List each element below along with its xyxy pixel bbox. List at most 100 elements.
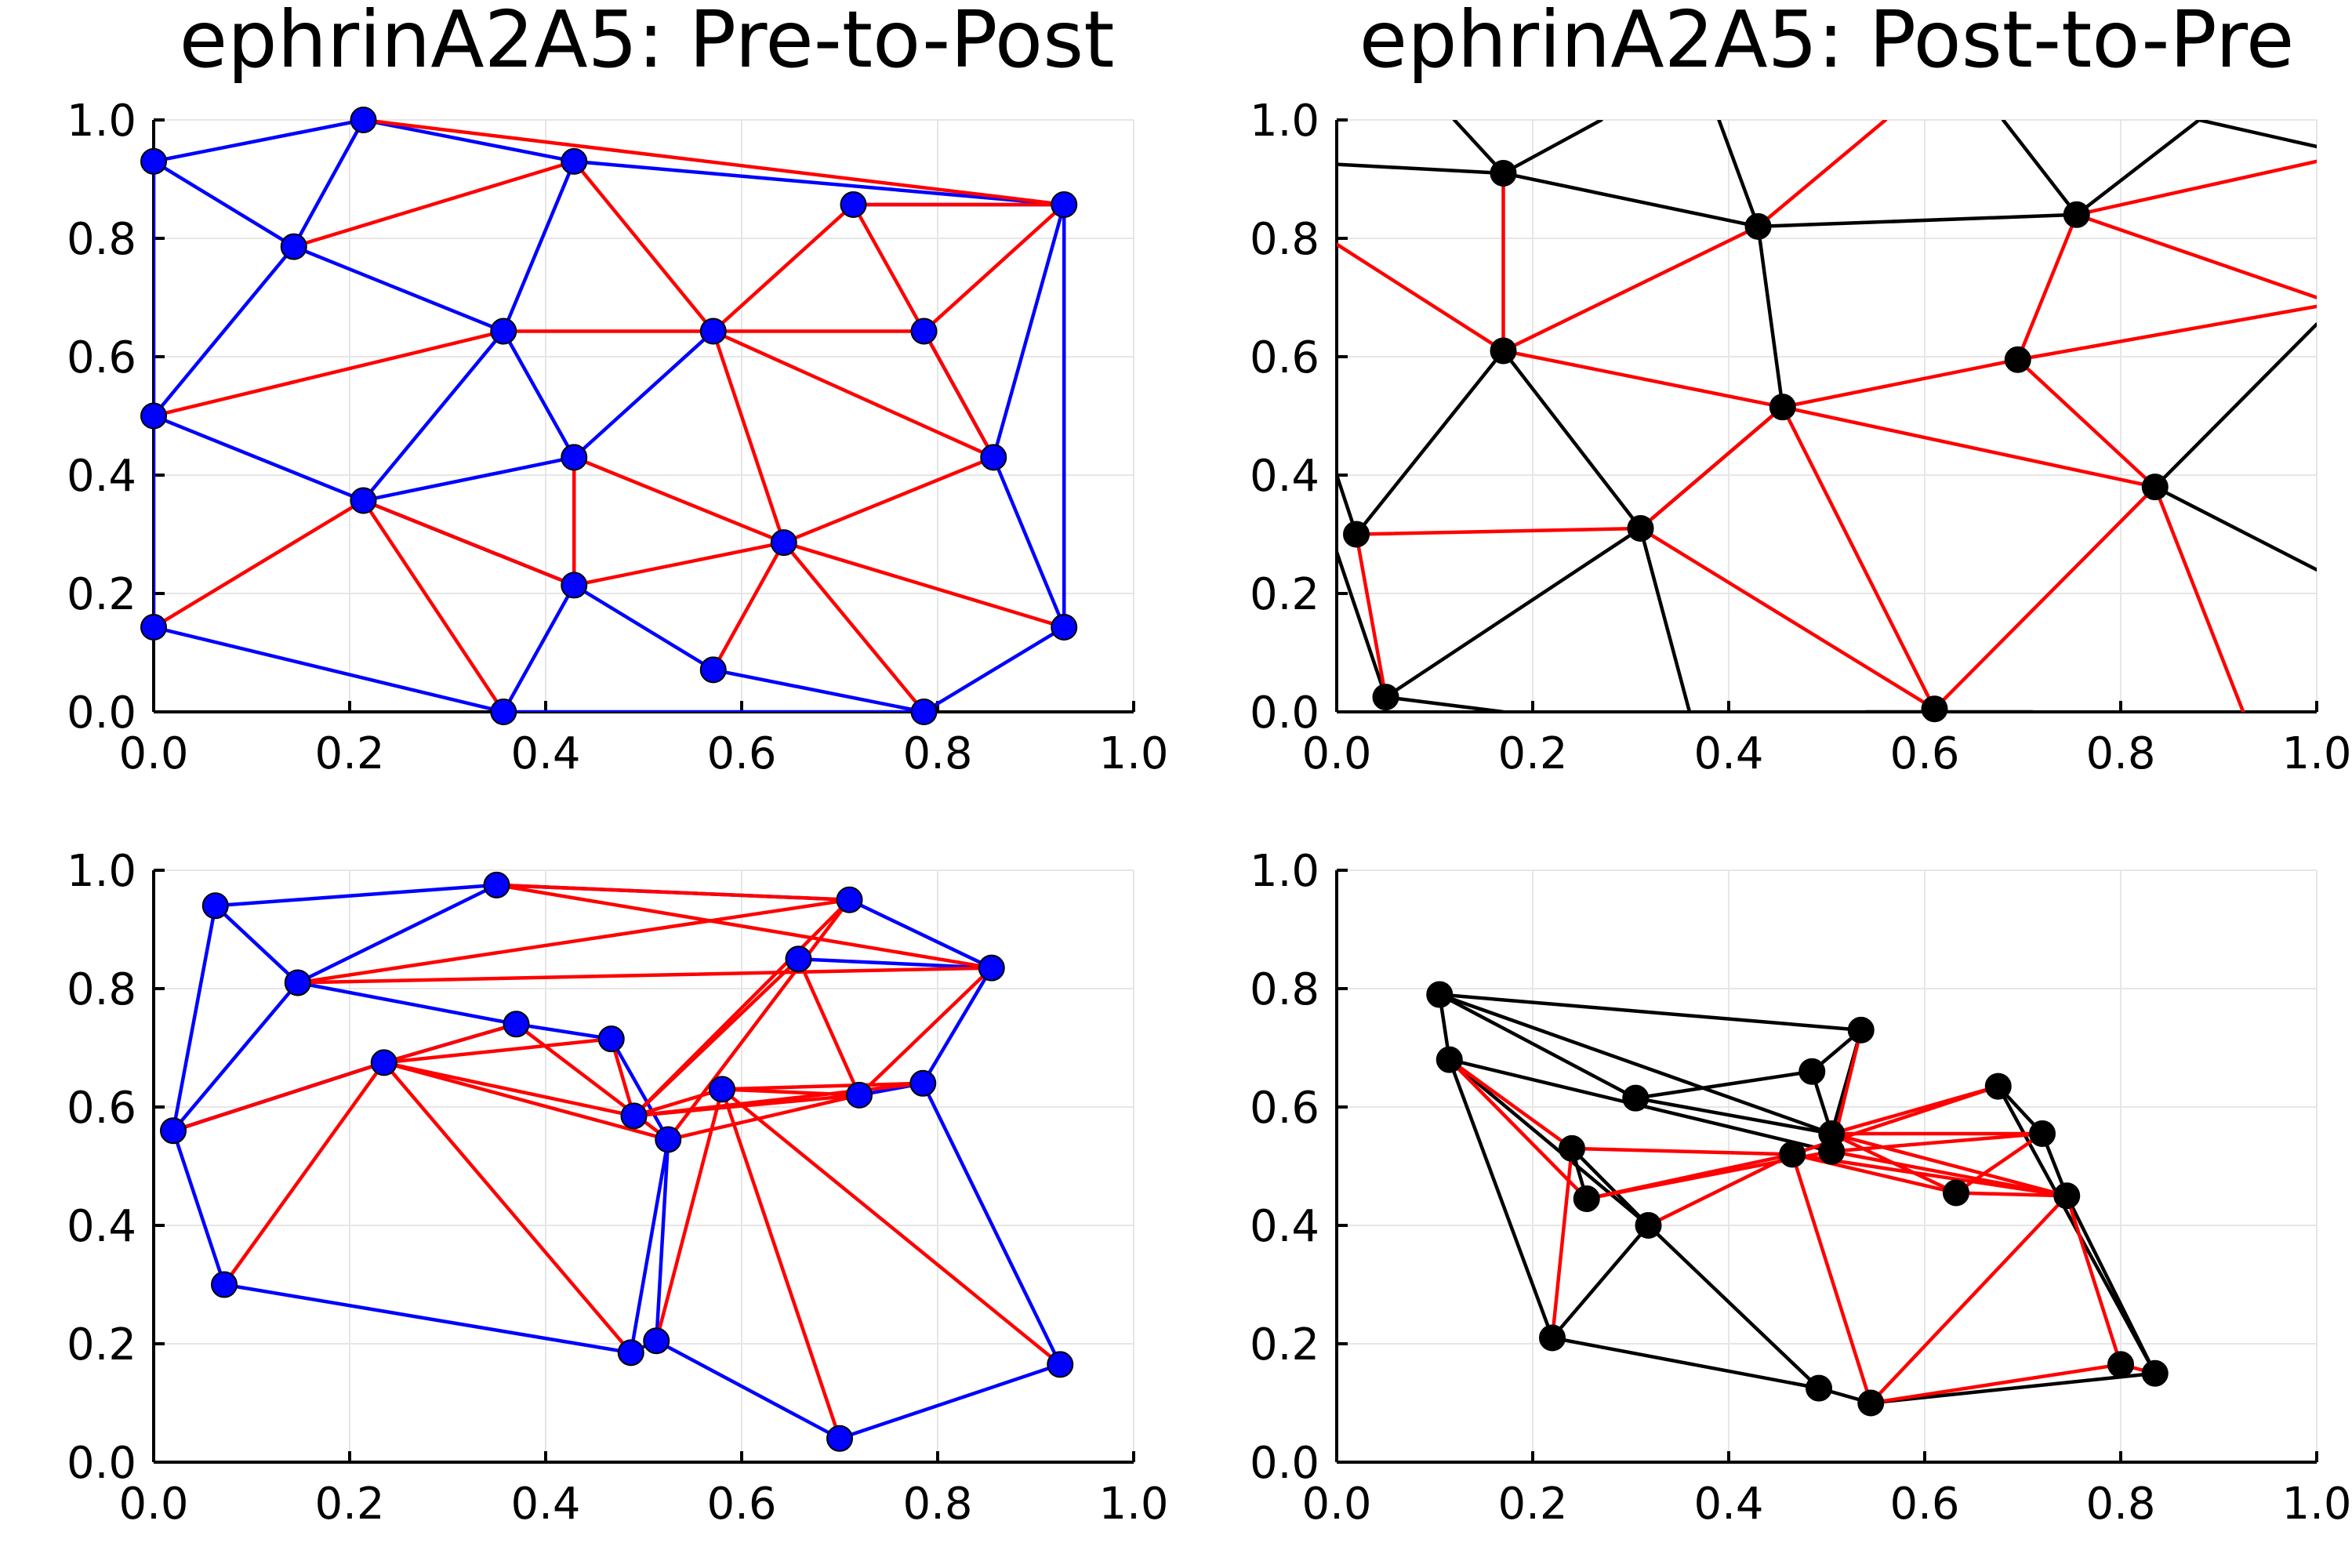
data-point	[561, 572, 588, 599]
y-tick-label: 0.2	[1250, 1319, 1319, 1370]
y-tick-label: 0.2	[1250, 569, 1319, 620]
x-tick-label: 0.8	[902, 1479, 972, 1530]
black-edge	[1438, 993, 1638, 1100]
blue-edge	[296, 883, 499, 985]
data-point	[1818, 1138, 1846, 1165]
points	[140, 107, 1078, 725]
red-edge	[632, 1087, 724, 1118]
points	[160, 871, 1074, 1452]
red-edge	[782, 540, 1066, 630]
data-point	[909, 1069, 937, 1097]
red-edge	[609, 1036, 636, 1118]
blue-edge	[361, 329, 506, 503]
red-edge	[857, 966, 993, 1098]
x-tick-label: 0.4	[510, 1479, 580, 1530]
red-edge	[1501, 349, 1784, 409]
data-point	[2063, 201, 2090, 228]
blue-edge	[609, 1036, 670, 1142]
data-point	[910, 318, 938, 345]
blue-edge	[502, 159, 576, 333]
blue-edge	[361, 456, 576, 503]
plot-area	[1337, 120, 2317, 712]
red-edge	[292, 159, 576, 249]
blue-edge	[797, 957, 993, 970]
data-point	[140, 614, 167, 641]
data-point	[483, 871, 510, 898]
black-edge	[1634, 1096, 1834, 1136]
y-tick-label: 0.6	[67, 332, 136, 383]
data-point	[140, 402, 167, 430]
red-edge	[154, 499, 365, 630]
black-edge	[1634, 1069, 1814, 1100]
data-point	[1744, 212, 1772, 240]
black-edge	[1354, 349, 1505, 536]
data-point	[785, 946, 812, 973]
black-edge	[1501, 120, 1603, 176]
y-tick-label: 0.4	[67, 451, 136, 502]
data-point	[2053, 1182, 2081, 1210]
blue-edge	[361, 120, 576, 164]
data-point	[1490, 159, 1517, 187]
red-edge	[2153, 485, 2245, 712]
plot-area	[154, 120, 1066, 712]
red-edge	[171, 1061, 386, 1133]
red-edge	[1791, 1152, 1958, 1195]
data-point	[2029, 1120, 2056, 1147]
data-point	[770, 529, 797, 557]
black-edge	[2001, 120, 2078, 217]
x-tick-label: 0.0	[1301, 728, 1371, 779]
blue-edge	[572, 329, 715, 459]
blue-edge	[921, 966, 993, 1086]
black-edge	[1438, 993, 1863, 1033]
panel-3: 0.0 0.2 0.4 0.6 0.8 1.0 0.0 0.2 0.4 0.6 0.8 1.0	[67, 846, 1169, 1530]
black-edge	[1756, 212, 2078, 229]
y-tick-label: 0.0	[67, 688, 136, 739]
data-point	[1769, 394, 1796, 421]
blue-edge	[837, 1363, 1062, 1441]
red-edge	[720, 1087, 842, 1441]
red-edge	[1337, 242, 1505, 353]
data-point	[503, 1011, 530, 1038]
blue-edge	[171, 981, 299, 1133]
x-tick-label: 1.0	[1098, 728, 1168, 779]
red-edge	[572, 540, 786, 587]
data-point	[597, 1025, 625, 1053]
data-point	[840, 191, 867, 218]
blue-edge	[154, 414, 365, 503]
data-point	[1490, 337, 1517, 365]
x-tick-label: 1.0	[2281, 1479, 2351, 1530]
data-point	[1921, 695, 1948, 723]
blue-edge	[171, 1128, 227, 1287]
data-point	[1635, 1212, 1662, 1239]
red-edge	[572, 159, 715, 333]
black-edge	[1447, 1058, 1555, 1340]
red-edge	[382, 1061, 633, 1355]
y-tick-label: 0.4	[1250, 451, 1319, 502]
red-edge	[720, 1081, 925, 1091]
y-tick-label: 0.4	[1250, 1201, 1319, 1252]
red-edge	[1550, 1146, 1574, 1340]
y-tick-label: 0.0	[1250, 688, 1319, 739]
data-point	[1857, 1389, 1885, 1417]
blue-edge	[222, 1283, 633, 1355]
x-tick-label: 0.2	[1497, 1479, 1567, 1530]
points	[1343, 159, 2169, 723]
x-tick-label: 0.4	[1693, 728, 1763, 779]
data-point	[1051, 614, 1078, 641]
plot-area	[171, 883, 1062, 1441]
red-edge	[782, 456, 996, 545]
y-tick-label: 0.4	[67, 1201, 136, 1252]
data-point	[910, 699, 938, 725]
red-edge	[1354, 532, 1388, 699]
red-edge	[782, 540, 926, 712]
red-edge	[1354, 526, 1642, 536]
red-edge	[1780, 405, 2157, 489]
data-point	[826, 1425, 853, 1452]
red-edge	[1869, 1363, 2123, 1405]
red-edge	[296, 898, 851, 985]
blue-edge	[292, 120, 365, 249]
x-tick-label: 1.0	[1098, 1479, 1168, 1530]
black-edge	[2153, 322, 2317, 489]
data-point	[1051, 191, 1078, 218]
data-point	[846, 1081, 873, 1109]
